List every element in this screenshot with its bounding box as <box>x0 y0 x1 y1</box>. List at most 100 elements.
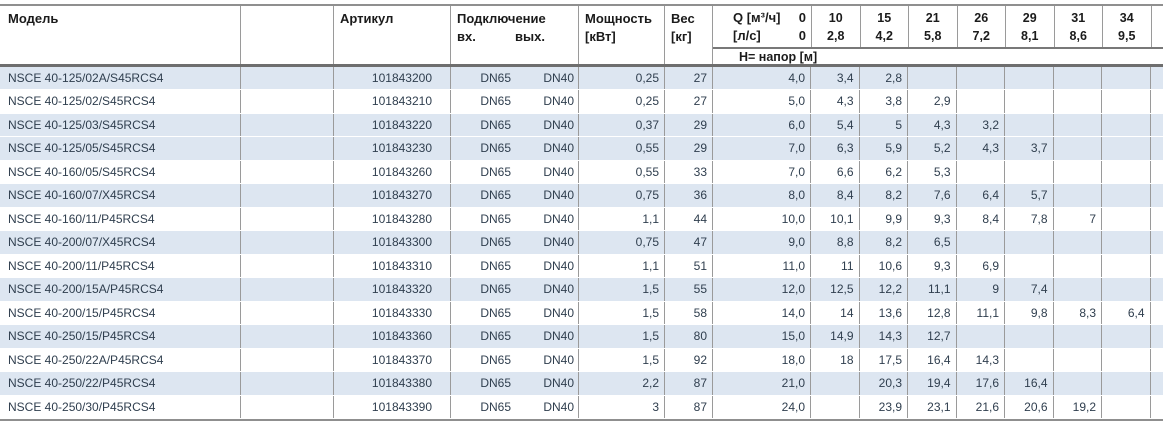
head-value-cell <box>1004 90 1053 113</box>
head-value-cell <box>1052 90 1102 113</box>
head-value-cell <box>1052 372 1102 395</box>
connection-out-cell: DN40 <box>543 188 574 203</box>
head-value-cell <box>1052 325 1102 348</box>
head-value-cell: 8,4 <box>955 207 1005 230</box>
head-value-cell <box>1052 348 1102 371</box>
head-value-cell: 12,2 <box>858 278 908 301</box>
head-value-cell: 9,8 <box>1004 301 1053 324</box>
power-cell: 0,75 <box>578 231 664 254</box>
article-cell: 101843220 <box>333 113 450 136</box>
connection-cell: DN65 DN40 <box>450 137 578 160</box>
q-m3h-value: 31 <box>1071 11 1086 25</box>
head-value-cell: 12,8 <box>907 301 956 324</box>
model-cell: NSCE 40-160/11/P45RCS4 <box>8 211 155 226</box>
head-value-cell: 5,9 <box>858 137 908 160</box>
head-value-cell <box>810 372 859 395</box>
connection-out-cell: DN40 <box>543 164 574 179</box>
connection-out-cell: DN40 <box>543 329 574 344</box>
weight-cell: 44 <box>664 207 712 230</box>
empty-cell <box>240 301 333 324</box>
flow-header-columns: Q [м³/ч] 0 [л/с] 0 10 2,8 15 4,2 21 5,8 26 7,2 2… <box>713 6 1163 47</box>
head-value-cell: 6,5 <box>907 231 956 254</box>
empty-cell <box>240 254 333 277</box>
head-value-cell: 11,0 <box>712 254 810 277</box>
head-value-cell <box>1052 184 1102 207</box>
head-value-cell: 12,0 <box>712 278 810 301</box>
head-value-cell <box>1004 160 1053 183</box>
connection-in-cell: DN65 <box>480 211 511 226</box>
head-value-cell: 14,9 <box>810 325 859 348</box>
q-column-header: 31 8,6 <box>1053 6 1103 47</box>
head-row-label: Н= напор [м] <box>739 49 818 64</box>
model-cell: NSCE 40-125/05/S45RCS4 <box>8 141 156 156</box>
table-row: NSCE 40-160/05/S45RCS4 101843260 DN65 DN40 0… <box>0 160 1163 184</box>
head-value-cell <box>1052 160 1102 183</box>
connection-cell: DN65 DN40 <box>450 90 578 113</box>
head-value-cell: 21,6 <box>955 395 1005 418</box>
empty-cell <box>240 207 333 230</box>
model-cell: NSCE 40-200/15/P45RCS4 <box>8 305 156 320</box>
head-value-cell: 17,5 <box>858 348 908 371</box>
model-cell: NSCE 40-250/22/P45RCS4 <box>8 376 156 391</box>
trailing-cell <box>1149 395 1163 418</box>
head-value-cell: 10,0 <box>712 207 810 230</box>
table-row: NSCE 40-250/30/P45RCS4 101843390 DN65 DN40 3… <box>0 395 1163 419</box>
power-cell: 0,37 <box>578 113 664 136</box>
table-row: NSCE 40-125/02A/S45RCS4 101843200 DN65 DN40… <box>0 66 1163 90</box>
q-m3h-value: 26 <box>974 11 989 25</box>
model-cell: NSCE 40-160/07/X45RCS4 <box>8 188 156 203</box>
head-value-cell: 8,0 <box>712 184 810 207</box>
weight-label-line2: [кг] <box>671 29 692 44</box>
trailing-cell <box>1149 66 1163 89</box>
head-value-cell: 6,4 <box>1101 301 1150 324</box>
q-ls-value: 8,6 <box>1069 29 1087 43</box>
table-row: NSCE 40-250/22A/P45RCS4 101843370 DN65 DN40… <box>0 348 1163 372</box>
trailing-cell <box>1149 325 1163 348</box>
trailing-cell <box>1149 137 1163 160</box>
empty-cell <box>240 231 333 254</box>
q-ls-value: 7,2 <box>972 29 990 43</box>
table-row: NSCE 40-200/15/P45RCS4 101843330 DN65 DN40 1… <box>0 301 1163 325</box>
head-value-cell: 12,5 <box>810 278 859 301</box>
model-cell: NSCE 40-125/02A/S45RCS4 <box>8 70 164 85</box>
empty-cell <box>240 325 333 348</box>
head-value-cell: 14,3 <box>955 348 1005 371</box>
head-value-cell: 24,0 <box>712 395 810 418</box>
head-value-cell <box>1004 113 1053 136</box>
head-value-cell <box>955 325 1005 348</box>
connection-cell: DN65 DN40 <box>450 325 578 348</box>
head-value-cell <box>1101 278 1150 301</box>
head-value-cell: 7,4 <box>1004 278 1053 301</box>
empty-cell <box>240 395 333 418</box>
head-value-cell: 7,6 <box>907 184 956 207</box>
connection-in-cell: DN65 <box>480 235 511 250</box>
column-header-model: Модель <box>8 11 59 26</box>
head-value-cell <box>907 66 956 89</box>
head-value-cell <box>1101 254 1150 277</box>
head-value-cell: 4,3 <box>810 90 859 113</box>
model-cell: NSCE 40-125/03/S45RCS4 <box>8 117 156 132</box>
head-value-cell <box>1052 66 1102 89</box>
power-cell: 1,5 <box>578 348 664 371</box>
head-value-cell: 7 <box>1052 207 1102 230</box>
connection-out-cell: DN40 <box>543 352 574 367</box>
model-cell: NSCE 40-250/15/P45RCS4 <box>8 329 156 344</box>
weight-cell: 47 <box>664 231 712 254</box>
head-value-cell: 8,3 <box>1052 301 1102 324</box>
connection-cell: DN65 DN40 <box>450 348 578 371</box>
weight-label-line1: Вес <box>671 11 695 26</box>
connection-in-cell: DN65 <box>480 329 511 344</box>
trailing-cell <box>1149 278 1163 301</box>
q-ls-value: 4,2 <box>875 29 893 43</box>
connection-cell: DN65 DN40 <box>450 160 578 183</box>
model-cell: NSCE 40-250/30/P45RCS4 <box>8 399 156 414</box>
trailing-cell <box>1149 301 1163 324</box>
connection-cell: DN65 DN40 <box>450 278 578 301</box>
head-value-cell <box>955 160 1005 183</box>
head-value-cell: 14 <box>810 301 859 324</box>
model-cell: NSCE 40-125/02/S45RCS4 <box>8 94 156 109</box>
head-value-cell: 19,4 <box>907 372 956 395</box>
weight-cell: 58 <box>664 301 712 324</box>
article-cell: 101843200 <box>333 66 450 89</box>
connection-in-cell: DN65 <box>480 376 511 391</box>
